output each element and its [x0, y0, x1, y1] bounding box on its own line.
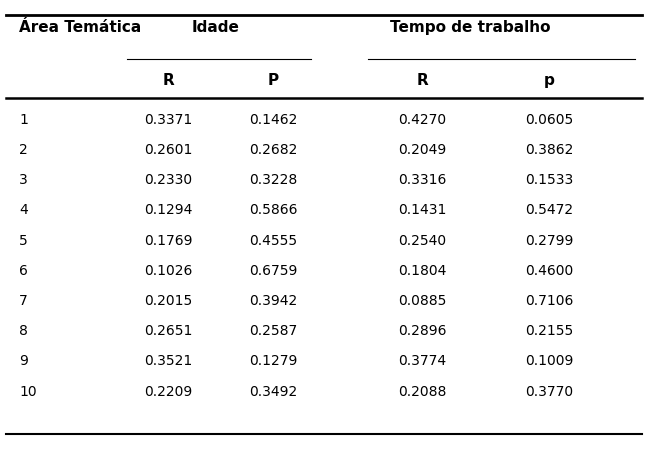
- Text: 0.3492: 0.3492: [249, 384, 297, 398]
- Text: 0.3770: 0.3770: [526, 384, 573, 398]
- Text: 0.2896: 0.2896: [398, 324, 446, 337]
- Text: p: p: [544, 73, 555, 88]
- Text: 0.1431: 0.1431: [399, 203, 446, 217]
- Text: 0.1009: 0.1009: [526, 353, 573, 368]
- Text: 0.3228: 0.3228: [249, 173, 297, 187]
- Text: 1: 1: [19, 112, 28, 127]
- Text: 0.6759: 0.6759: [249, 263, 297, 277]
- Text: 0.2651: 0.2651: [145, 324, 192, 337]
- Text: 5: 5: [19, 233, 28, 247]
- Text: 0.2209: 0.2209: [145, 384, 192, 398]
- Text: 0.3521: 0.3521: [145, 353, 192, 368]
- Text: 0.4555: 0.4555: [249, 233, 297, 247]
- Text: 4: 4: [19, 203, 28, 217]
- Text: 0.2601: 0.2601: [145, 143, 192, 157]
- Text: 8: 8: [19, 324, 28, 337]
- Text: 0.1804: 0.1804: [399, 263, 446, 277]
- Text: Tempo de trabalho: Tempo de trabalho: [390, 20, 550, 35]
- Text: 0.3316: 0.3316: [399, 173, 446, 187]
- Text: 0.5866: 0.5866: [249, 203, 297, 217]
- Text: R: R: [163, 73, 174, 88]
- Text: 0.2155: 0.2155: [526, 324, 573, 337]
- Text: 0.1279: 0.1279: [249, 353, 297, 368]
- Text: 0.2682: 0.2682: [249, 143, 297, 157]
- Text: P: P: [268, 73, 279, 88]
- Text: 0.0885: 0.0885: [399, 293, 446, 308]
- Text: 10: 10: [19, 384, 37, 398]
- Text: 6: 6: [19, 263, 28, 277]
- Text: 0.3862: 0.3862: [526, 143, 573, 157]
- Text: 0.2587: 0.2587: [249, 324, 297, 337]
- Text: 0.1533: 0.1533: [526, 173, 573, 187]
- Text: 0.4270: 0.4270: [399, 112, 446, 127]
- Text: 0.1294: 0.1294: [145, 203, 192, 217]
- Text: 0.3371: 0.3371: [145, 112, 192, 127]
- Text: 0.2799: 0.2799: [526, 233, 573, 247]
- Text: 0.3942: 0.3942: [249, 293, 297, 308]
- Text: 3: 3: [19, 173, 28, 187]
- Text: 9: 9: [19, 353, 28, 368]
- Text: 0.1769: 0.1769: [144, 233, 192, 247]
- Text: 0.2330: 0.2330: [145, 173, 192, 187]
- Text: 0.2049: 0.2049: [399, 143, 446, 157]
- Text: 0.2540: 0.2540: [399, 233, 446, 247]
- Text: 0.1026: 0.1026: [145, 263, 192, 277]
- Text: 2: 2: [19, 143, 28, 157]
- Text: 0.7106: 0.7106: [526, 293, 573, 308]
- Text: 0.1462: 0.1462: [249, 112, 297, 127]
- Text: 7: 7: [19, 293, 28, 308]
- Text: Área Temática: Área Temática: [19, 20, 141, 35]
- Text: 0.4600: 0.4600: [526, 263, 573, 277]
- Text: 0.2015: 0.2015: [145, 293, 192, 308]
- Text: 0.2088: 0.2088: [399, 384, 446, 398]
- Text: R: R: [417, 73, 428, 88]
- Text: 0.0605: 0.0605: [526, 112, 573, 127]
- Text: 0.5472: 0.5472: [526, 203, 573, 217]
- Text: 0.3774: 0.3774: [399, 353, 446, 368]
- Text: Idade: Idade: [192, 20, 240, 35]
